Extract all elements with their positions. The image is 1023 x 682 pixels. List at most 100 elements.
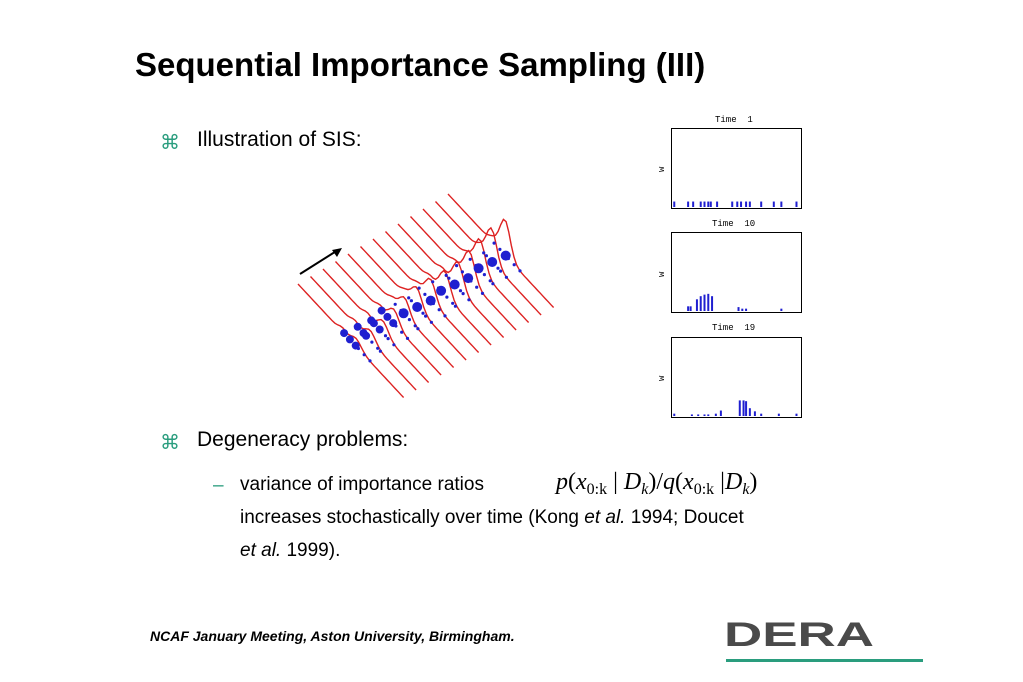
panel-title-time-1: Time 1 — [715, 115, 753, 125]
time-arrow-icon — [299, 248, 342, 275]
panel-title-time-10: Time 10 — [712, 219, 756, 229]
weight-bar — [736, 201, 739, 207]
particle — [449, 279, 460, 290]
weight-bar — [795, 201, 798, 207]
particle — [475, 285, 479, 289]
particle — [460, 270, 464, 274]
particle — [455, 264, 459, 268]
sub-bullet-line-1: variance of importance ratios — [240, 474, 484, 495]
weight-bar — [703, 414, 706, 416]
weight-bar — [687, 306, 690, 311]
particle-dots — [340, 241, 522, 363]
sub-bullet-line-3: et al. 1999). — [240, 540, 341, 561]
particle — [345, 335, 354, 344]
particle — [468, 257, 472, 261]
particle — [436, 285, 447, 296]
weight-panel-time-19 — [671, 337, 802, 418]
particle — [394, 324, 398, 328]
particle — [445, 295, 449, 299]
particle — [469, 279, 473, 283]
weight-bar — [780, 308, 783, 311]
particle — [409, 299, 413, 303]
particle — [353, 322, 362, 331]
weight-bar — [748, 201, 751, 207]
particle — [421, 311, 425, 315]
particle — [362, 331, 371, 340]
weight-bar — [760, 201, 763, 207]
importance-ratio-formula: p(x0:k | Dk)/q(x0:k |Dk) — [556, 469, 758, 498]
particle — [453, 304, 457, 308]
logo-underline — [726, 659, 923, 662]
weight-curve — [397, 223, 505, 338]
particle — [417, 286, 421, 290]
particle — [482, 273, 486, 277]
slide-title: Sequential Importance Sampling (III) — [135, 46, 706, 83]
particle — [356, 346, 360, 351]
weight-bar — [719, 410, 722, 416]
weight-curves — [297, 193, 555, 398]
bullet-degeneracy: Degeneracy problems: — [197, 428, 409, 451]
particle — [447, 276, 451, 280]
particle — [491, 282, 495, 286]
particle — [480, 291, 485, 295]
particle — [518, 269, 522, 273]
particle — [512, 263, 516, 267]
sub-bullet-line-2: increases stochastically over time (Kong… — [240, 507, 744, 528]
particle — [431, 301, 435, 306]
particle — [458, 289, 463, 293]
particle — [405, 336, 410, 340]
particle — [375, 325, 384, 334]
particle — [362, 353, 366, 357]
weight-bar — [709, 201, 712, 207]
particle — [383, 312, 392, 321]
particle — [473, 263, 484, 274]
weight-bar — [745, 308, 748, 311]
panel-ylabel: w — [657, 271, 667, 277]
particle — [431, 280, 435, 284]
bullet-icon: ⌘ — [160, 132, 180, 154]
logo-text: DERA — [724, 619, 874, 649]
weight-bar — [711, 296, 714, 311]
dash-bullet: – — [213, 475, 224, 496]
weight-bar — [737, 307, 740, 311]
panel-title-time-19: Time 19 — [712, 323, 756, 333]
weight-bar — [760, 413, 763, 416]
weight-bar — [716, 201, 719, 207]
particle — [412, 302, 423, 312]
weight-bar — [707, 414, 710, 416]
weight-bar — [697, 414, 700, 416]
particle — [451, 301, 455, 305]
weight-curve — [434, 201, 542, 316]
weight-bar — [777, 413, 780, 416]
weight-bar — [695, 299, 698, 311]
particle — [392, 343, 396, 347]
weight-bar — [780, 201, 783, 207]
particle — [368, 359, 372, 363]
weight-bar — [742, 400, 745, 416]
particle — [407, 296, 411, 300]
particle — [383, 334, 388, 338]
particle — [423, 292, 427, 296]
weight-curve — [347, 253, 455, 368]
weight-bar — [745, 401, 748, 416]
weight-curve — [359, 246, 467, 361]
weight-panel-time-10 — [671, 232, 802, 313]
weight-bar — [673, 413, 676, 416]
particle — [407, 318, 411, 322]
particle — [482, 251, 486, 255]
weight-bar — [740, 201, 743, 207]
weight-bar — [707, 201, 710, 207]
weight-bar — [689, 306, 692, 311]
weight-bar — [699, 296, 702, 311]
particle — [488, 279, 492, 283]
particle — [400, 330, 404, 334]
weight-curve — [372, 238, 480, 353]
particle — [429, 320, 433, 324]
particle — [461, 292, 465, 296]
weight-bar — [731, 201, 734, 207]
particle — [487, 257, 498, 267]
particle — [496, 266, 500, 270]
bullet-illustration: Illustration of SIS: — [197, 128, 362, 151]
particle — [378, 349, 382, 353]
bullet-icon: ⌘ — [160, 432, 180, 454]
